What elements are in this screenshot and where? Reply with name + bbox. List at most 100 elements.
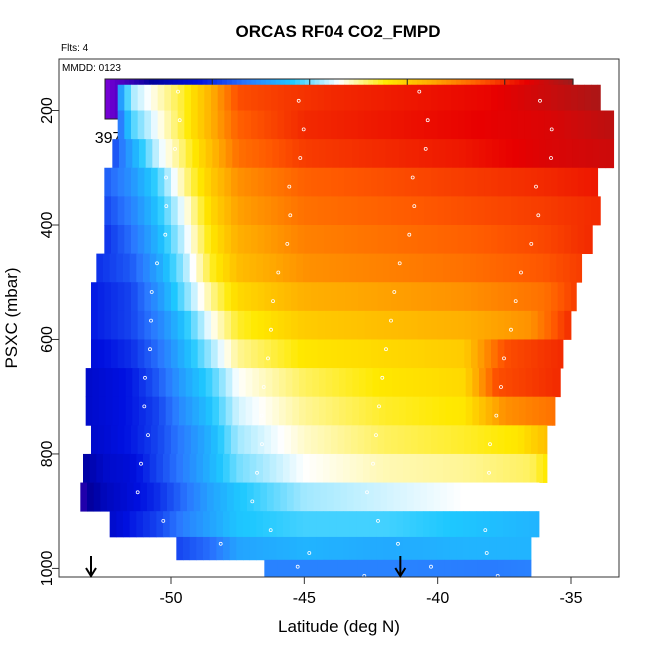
heatmap-cell — [469, 536, 477, 561]
track-point — [494, 413, 499, 418]
heatmap-cell — [424, 310, 432, 340]
heatmap-cell — [224, 167, 232, 197]
heatmap-cell — [557, 196, 565, 226]
heatmap-cell — [431, 196, 439, 226]
heatmap-cell — [259, 368, 267, 398]
heatmap-cell — [249, 536, 257, 561]
track-point — [534, 184, 538, 189]
heatmap-cell — [337, 339, 345, 369]
heatmap-cell — [109, 453, 117, 483]
heatmap-cell — [337, 559, 345, 578]
heatmap-cell — [164, 167, 172, 197]
heatmap-cell — [345, 396, 353, 426]
heatmap-cell — [404, 425, 412, 455]
track-point — [488, 442, 492, 447]
heatmap-cell — [225, 368, 233, 398]
heatmap-cell — [584, 167, 592, 197]
heatmap-cell — [520, 482, 528, 512]
heatmap-cell — [399, 139, 407, 169]
heatmap-cell — [324, 196, 332, 226]
heatmap-cell — [463, 511, 471, 538]
heatmap-cell — [317, 84, 325, 111]
heatmap-cell — [497, 559, 505, 578]
heatmap-cell — [592, 139, 600, 169]
heatmap-cell — [323, 511, 331, 538]
heatmap-cell — [356, 536, 364, 561]
heatmap-cell — [277, 196, 285, 226]
heatmap-cell — [263, 453, 271, 483]
heatmap-cell — [423, 253, 431, 283]
heatmap-cell — [517, 84, 525, 111]
heatmap-cell — [119, 139, 127, 169]
heatmap-cell — [152, 396, 160, 426]
heatmap-cell — [263, 536, 271, 561]
track-point — [307, 551, 312, 555]
heatmap-cell — [584, 110, 592, 140]
heatmap-cell — [457, 339, 465, 369]
heatmap-cell — [492, 368, 500, 398]
heatmap-cell — [216, 536, 224, 561]
heatmap-cell — [451, 196, 459, 226]
heatmap-cell — [411, 224, 419, 255]
y-tick-label: 1000 — [39, 551, 56, 587]
heatmap-cell — [264, 310, 272, 340]
heatmap-cell — [404, 559, 412, 578]
heatmap-cell — [297, 196, 305, 226]
heatmap-cell — [464, 224, 472, 255]
heatmap-cell — [392, 368, 400, 398]
heatmap-cell — [497, 84, 505, 111]
heatmap-cell — [251, 84, 259, 111]
heatmap-cell — [229, 253, 237, 283]
heatmap-cell — [244, 110, 252, 140]
heatmap-cell — [177, 84, 185, 111]
heatmap-cell — [139, 139, 147, 169]
heatmap-cell — [371, 196, 379, 226]
heatmap-cell — [271, 110, 279, 140]
heatmap-cell — [291, 196, 299, 226]
heatmap-cell — [224, 310, 232, 340]
heatmap-cell — [511, 339, 519, 369]
heatmap-cell — [539, 368, 547, 398]
heatmap-cell — [124, 224, 132, 255]
track-point — [429, 564, 433, 569]
heatmap-cell — [203, 453, 211, 483]
heatmap-cell — [269, 253, 277, 283]
heatmap-cell — [376, 536, 384, 561]
heatmap-cell — [371, 167, 379, 197]
heatmap-cell — [311, 167, 319, 197]
heatmap-cell — [351, 425, 359, 455]
heatmap-cell — [111, 425, 119, 455]
heatmap-cell — [364, 310, 372, 340]
heatmap-cell — [231, 196, 239, 226]
heatmap-cell — [411, 167, 419, 197]
flight-track-points — [135, 89, 554, 578]
heatmap-cell — [417, 425, 425, 455]
heatmap-cell — [451, 339, 459, 369]
heatmap-cell — [284, 559, 292, 578]
heatmap-cell — [456, 253, 464, 283]
heatmap-cell — [145, 396, 153, 426]
heatmap-cell — [564, 282, 572, 312]
heatmap-cell — [204, 110, 212, 140]
heatmap-cell — [451, 110, 459, 140]
heatmap-cell — [577, 110, 585, 140]
heatmap-cell — [477, 282, 485, 312]
track-point — [177, 118, 182, 123]
heatmap-cell — [364, 339, 372, 369]
heatmap-cell — [397, 84, 405, 111]
heatmap-cell — [511, 224, 519, 255]
heatmap-cell — [404, 339, 412, 369]
heatmap-cell — [324, 282, 332, 312]
heatmap-cell — [411, 110, 419, 140]
heatmap-cell — [277, 224, 285, 255]
heatmap-cell — [257, 282, 265, 312]
heatmap-cell — [224, 282, 232, 312]
heatmap-cell — [264, 224, 272, 255]
heatmap-cell — [389, 453, 397, 483]
heatmap-cell — [97, 339, 105, 369]
heatmap-cell — [405, 368, 413, 398]
heatmap-cell — [524, 310, 532, 340]
x-axis: -50 -45 -40 -35 — [159, 577, 583, 607]
heatmap-cell — [209, 511, 217, 538]
heatmap-cell — [116, 511, 124, 538]
